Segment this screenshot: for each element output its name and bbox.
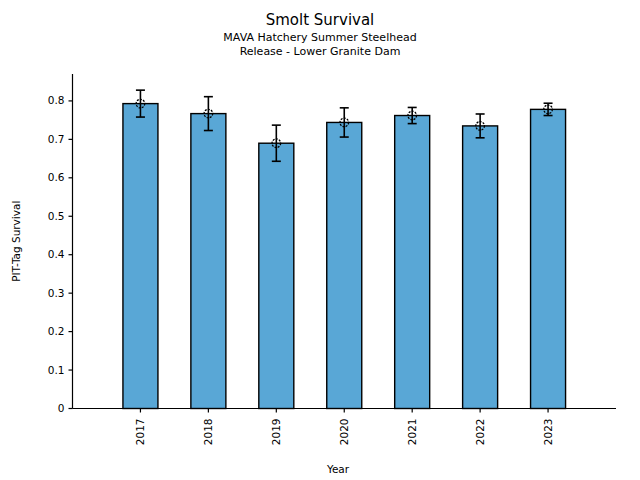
chart-figure: Smolt Survival MAVA Hatchery Summer Stee…: [0, 0, 640, 480]
x-tick-label: 2019: [270, 419, 282, 446]
y-tick-label: 0.1: [48, 364, 65, 376]
bar-chart-plot: 0 0.1 0.2 0.3 0.4 0.5 0.6 0.7 0.8 2017 2018 2019 202…: [0, 0, 640, 480]
y-tick-label: 0.3: [48, 287, 65, 299]
y-tick-label: 0.2: [48, 325, 65, 337]
x-axis-title: Year: [326, 463, 350, 475]
x-tick-label: 2023: [542, 419, 554, 446]
y-axis-title: PIT-Tag Survival: [10, 201, 22, 282]
y-tick-label: 0.8: [48, 94, 65, 106]
x-tick-label: 2017: [134, 419, 146, 446]
bar-2017: [123, 104, 158, 409]
bar-2021: [395, 116, 430, 409]
bar-2019: [259, 143, 294, 408]
y-tick-label: 0.4: [48, 248, 65, 260]
x-tick-label: 2018: [202, 419, 214, 446]
x-tick-label: 2022: [474, 419, 486, 446]
bar-2023: [531, 109, 566, 408]
bar-2022: [463, 126, 498, 409]
x-tick-label: 2020: [338, 419, 350, 446]
y-tick-label: 0: [58, 402, 65, 414]
y-tick-label: 0.7: [48, 133, 65, 145]
y-tick-label: 0.6: [48, 171, 65, 183]
y-tick-label: 0.5: [48, 210, 65, 222]
bar-2018: [191, 114, 226, 409]
x-tick-label: 2021: [406, 419, 418, 446]
bar-2020: [327, 122, 362, 408]
